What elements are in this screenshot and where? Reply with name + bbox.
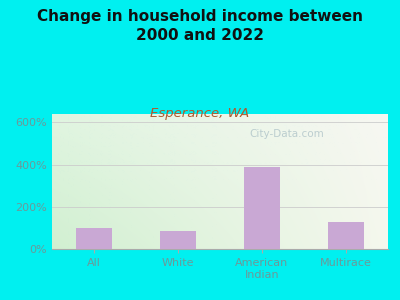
Text: Change in household income between
2000 and 2022: Change in household income between 2000 … bbox=[37, 9, 363, 43]
Bar bbox=[244, 167, 280, 249]
Text: Esperance, WA: Esperance, WA bbox=[150, 106, 250, 119]
Bar bbox=[76, 228, 112, 249]
Text: City-Data.com: City-Data.com bbox=[250, 129, 324, 139]
Bar bbox=[328, 222, 364, 249]
Bar bbox=[160, 232, 196, 249]
